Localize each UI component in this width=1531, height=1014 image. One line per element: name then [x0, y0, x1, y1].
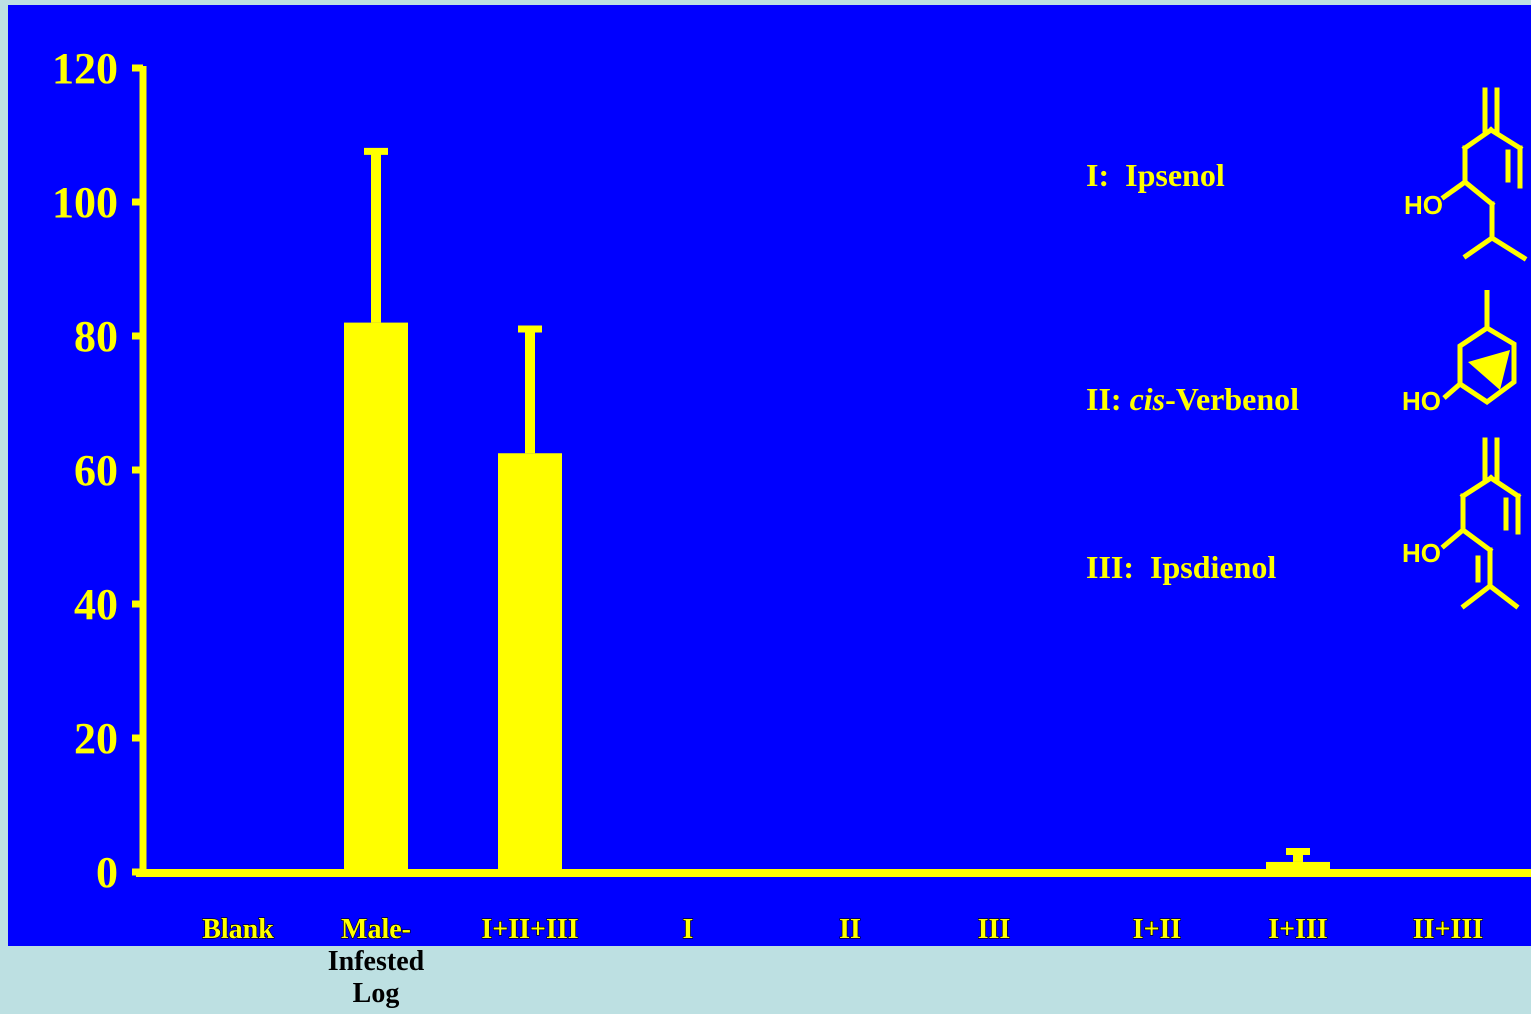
y-tick-label-20: 20 [74, 714, 118, 763]
x-tick-label-5-0: III [978, 914, 1011, 945]
x-tick-label-0-0: Blank [202, 914, 274, 945]
ipsenol-structure: HO [1404, 87, 1528, 262]
bars-layer [344, 147, 1330, 873]
ipsenol-ho-label: HO [1404, 190, 1443, 220]
ipsdienol-ho-label: HO [1402, 538, 1441, 568]
x-tick-label-1-0: Male- [341, 914, 411, 945]
y-tick-label-100: 100 [52, 178, 118, 227]
x-tick-label-3-0: I [683, 914, 694, 945]
x-tick-label-6-0: I+II [1133, 914, 1182, 945]
compound-legend: I: Ipsenol II: cis-Verbenol III: Ipsdien… [1086, 157, 1299, 585]
legend-item-ipsdienol: III: Ipsdienol [1086, 549, 1276, 585]
x-tick-label-7-0: I+III [1268, 914, 1328, 945]
y-tick-label-60: 60 [74, 446, 118, 495]
ipsdienol-structure: HO [1402, 437, 1522, 610]
legend-item-ipsenol: I: Ipsenol [1086, 157, 1225, 193]
y-tick-label-40: 40 [74, 580, 118, 629]
x-tick-label-1-1: Infested [328, 946, 425, 977]
x-tick-label-4-0: II [839, 914, 861, 945]
cis-verbenol-ho-label: HO [1402, 386, 1441, 416]
axis-layer [132, 64, 1531, 877]
bar-7 [1266, 861, 1330, 872]
y-tick-label-0: 0 [96, 848, 118, 897]
bar-1 [344, 322, 408, 873]
x-tick-label-2-0: I+II+III [481, 914, 578, 945]
x-tick-label-1-2: Log [353, 978, 400, 1009]
y-tick-labels: 0 20 40 60 80 100 120 [52, 44, 118, 897]
bar-2 [498, 453, 562, 872]
y-tick-label-80: 80 [74, 312, 118, 361]
cis-verbenol-structure: HO [1402, 290, 1517, 416]
y-tick-label-120: 120 [52, 44, 118, 93]
chart-panel [8, 5, 1531, 946]
x-tick-label-8-0: II+III [1413, 914, 1483, 945]
legend-item-cis-verbenol: II: cis-Verbenol [1086, 381, 1299, 417]
